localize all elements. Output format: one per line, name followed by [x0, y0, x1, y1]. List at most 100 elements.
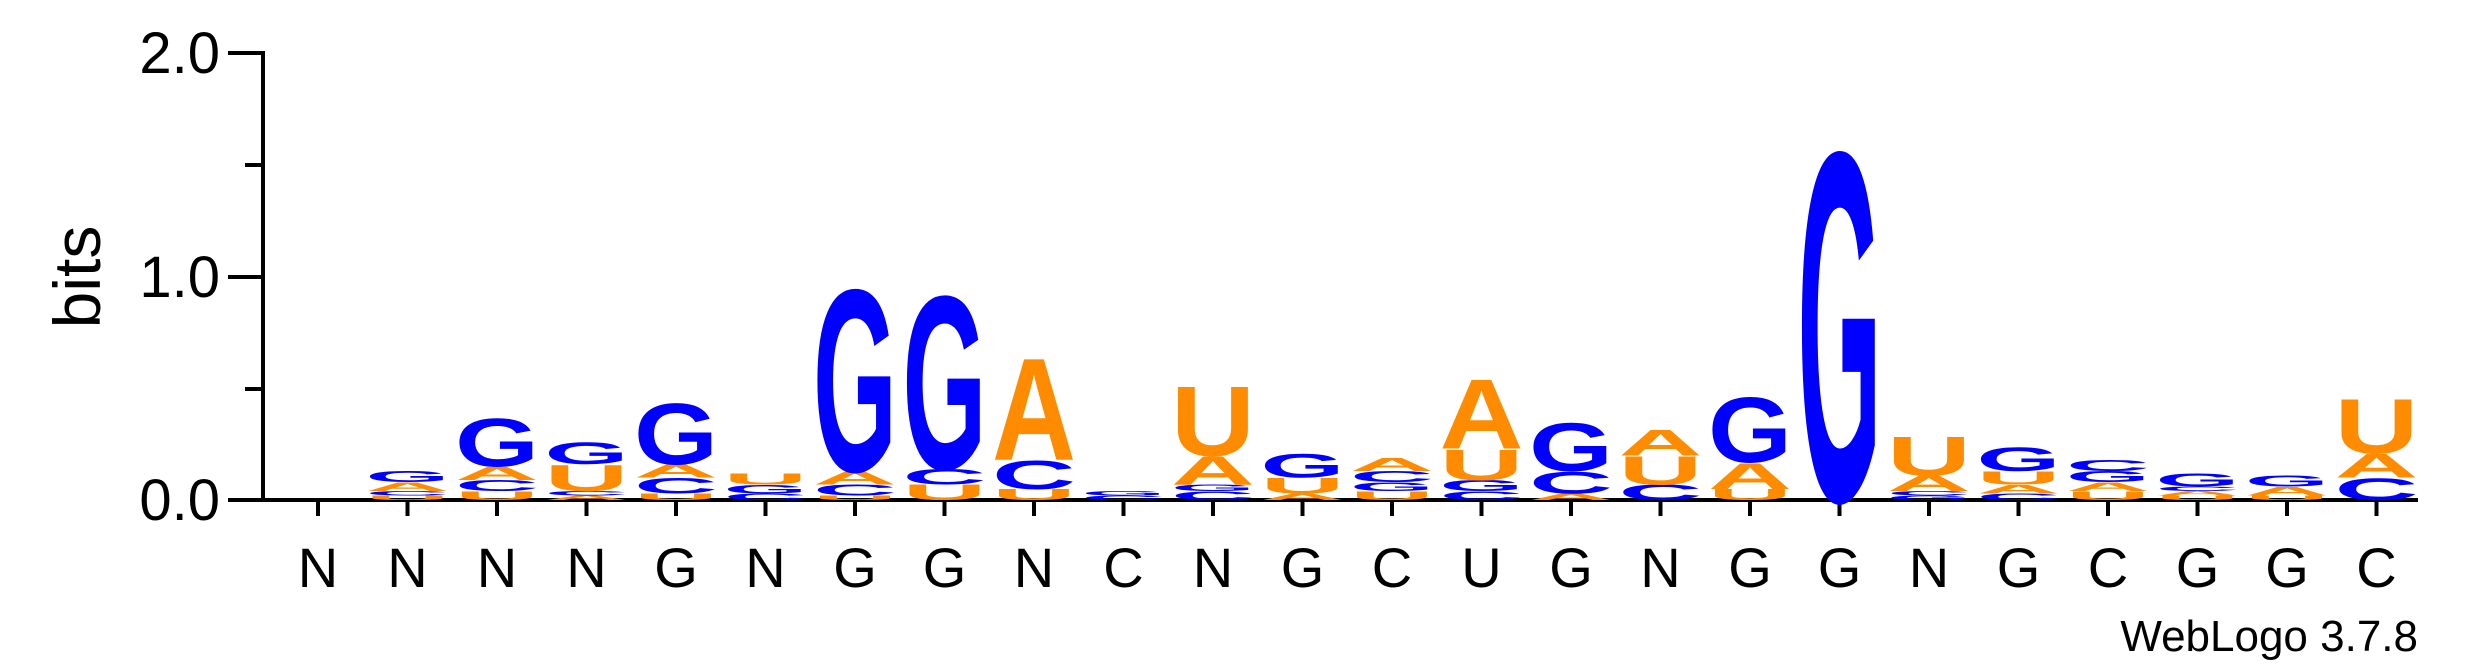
logo-letter-U: U — [455, 489, 539, 503]
logo-letter-G: G — [813, 235, 897, 527]
logo-letter-G: G — [1261, 447, 1345, 485]
logo-letter-G: G — [1798, 49, 1882, 606]
logo-letter-A: A — [1171, 448, 1255, 493]
logo-letter-U: U — [1977, 468, 2061, 489]
logo-letter-U: U — [903, 480, 987, 504]
logo-letter-C: C — [903, 465, 987, 489]
logo-letter-U: U — [2335, 383, 2419, 470]
logo-letter-U: U — [2156, 494, 2240, 501]
x-tick-label: N — [1909, 536, 1949, 599]
logo-letter-C: C — [1171, 489, 1255, 503]
logo-letter-G: G — [724, 482, 808, 496]
x-tick-label: N — [298, 536, 338, 599]
x-tick-label: G — [1281, 536, 1325, 599]
logo-letter-C: C — [1619, 480, 1703, 504]
logo-letter-A: A — [1261, 492, 1345, 502]
logo-letter-G: G — [2066, 468, 2150, 485]
x-tick-label: U — [1461, 536, 1501, 599]
logo-letter-A: A — [1440, 360, 1524, 471]
x-ticks — [316, 500, 2379, 516]
logo-letter-G: G — [1708, 379, 1792, 482]
logo-letter-A: A — [1887, 472, 1971, 496]
logo-letter-G: G — [634, 385, 718, 482]
x-tick-label: C — [2356, 536, 2396, 599]
x-tick-label: G — [1728, 536, 1772, 599]
logo-letter-G: G — [366, 468, 450, 485]
logo-letter-U: U — [1350, 489, 1434, 503]
logo-letter-U: U — [813, 494, 897, 501]
logo-letter-C: C — [455, 477, 539, 494]
logo-letter-U: U — [1619, 448, 1703, 493]
x-tick-label: N — [566, 536, 606, 599]
logo-letter-G: G — [1082, 490, 1166, 497]
logo-letter-C: C — [1887, 490, 1971, 497]
x-tick-label: C — [1103, 536, 1143, 599]
x-tick-label: G — [1549, 536, 1593, 599]
y-tick-label-2: 2.0 — [139, 21, 220, 86]
logo-letter-G: G — [2156, 470, 2240, 491]
logo-letter-C: C — [1350, 468, 1434, 485]
logo-letter-C: C — [2156, 486, 2240, 493]
x-tick-label: G — [2265, 536, 2309, 599]
logo-letter-C: C — [366, 490, 450, 497]
logo-letter-G: G — [545, 436, 629, 471]
x-tick-label: N — [745, 536, 785, 599]
logo-letter-A: A — [1977, 482, 2061, 496]
logo-letter-C: C — [2066, 457, 2150, 474]
logo-letter-G: G — [1171, 483, 1255, 493]
logo-letter-U: U — [1887, 426, 1971, 488]
logo-letter-C: C — [813, 482, 897, 499]
x-tick-label: C — [2088, 536, 2128, 599]
y-tick-label-0: 0.0 — [139, 468, 220, 533]
x-tick-label: N — [1193, 536, 1233, 599]
x-tick-label: N — [1014, 536, 1054, 599]
x-tick-label: G — [923, 536, 967, 599]
logo-letter-C: C — [1529, 465, 1613, 500]
logo-letter-U: U — [366, 494, 450, 501]
logo-letter-A: A — [455, 463, 539, 484]
logo-letter-G: G — [2245, 473, 2329, 490]
x-tick-label: C — [1372, 536, 1412, 599]
weblogo-credit: WebLogo 3.7.8 — [2120, 612, 2418, 661]
logo-letter-U: U — [1708, 486, 1792, 503]
logo-letter-C: C — [1082, 494, 1166, 501]
x-tick-label: N — [477, 536, 517, 599]
logo-letter-A: A — [1619, 422, 1703, 463]
logo-letter-G: G — [1977, 440, 2061, 478]
logo-letter-C: C — [2335, 472, 2419, 507]
logo-letter-G: G — [903, 246, 987, 523]
x-tick-label: G — [1818, 536, 1862, 599]
logo-letter-C: C — [724, 492, 808, 502]
logo-letter-A: A — [2156, 490, 2240, 497]
logo-letter-A: A — [1529, 492, 1613, 502]
logo-letter-U: U — [545, 457, 629, 498]
logo-letter-A: A — [2335, 447, 2419, 485]
logo-letter-A: A — [2245, 484, 2329, 498]
logo-letter-U: U — [1261, 474, 1345, 498]
logo-letter-U: U — [724, 470, 808, 487]
x-tick-label: N — [387, 536, 427, 599]
logo-letter-A: A — [813, 468, 897, 489]
logo-letter-U: U — [1440, 441, 1524, 489]
logo-letter-G: G — [1440, 477, 1524, 494]
logo-letter-U: U — [634, 492, 718, 502]
logo-letter-C: C — [545, 490, 629, 497]
logo-letter-A: A — [545, 494, 629, 501]
y-axis-label: bits — [40, 226, 114, 329]
logo-letter-U: U — [2245, 494, 2329, 501]
logo-letter-G: G — [1350, 480, 1434, 494]
y-tick-label-1: 1.0 — [139, 245, 220, 310]
logo-letter-U: U — [2066, 489, 2150, 503]
x-tick-label: G — [833, 536, 877, 599]
x-tick-label: N — [1640, 536, 1680, 599]
logo-letter-C: C — [1440, 489, 1524, 503]
logo-letter-A: A — [992, 328, 1076, 491]
logo-letter-C: C — [634, 474, 718, 498]
logo-letter-G: G — [455, 405, 539, 482]
logo-letter-U: U — [992, 486, 1076, 503]
logo-letter-A: A — [1708, 455, 1792, 496]
logo-letter-A: A — [1350, 454, 1434, 475]
logo-letter-A: A — [634, 461, 718, 482]
